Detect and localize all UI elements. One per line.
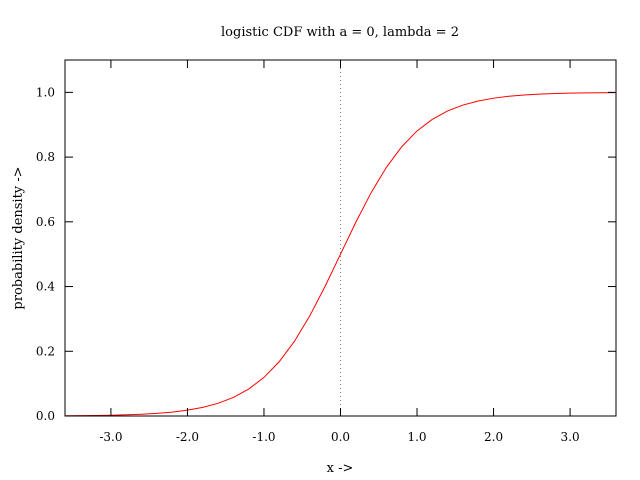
plot-frame [64,59,617,417]
y-tick-label: 0.2 [36,344,55,358]
x-tick-label: -3.0 [99,430,122,444]
x-tick-label: -1.0 [252,430,275,444]
y-tick-label: 1.0 [36,85,55,99]
series-line-0 [64,92,617,417]
x-tick-label: 3.0 [561,430,580,444]
series-layer [64,92,617,417]
tick-layer: -3.0 -2.0 -1.0 0.0 1.0 2.0 3.0 0.0 0.2 0.4 0.6 0.8 1… [36,60,616,444]
chart-title: logistic CDF with a = 0, lambda = 2 [221,25,459,40]
y-tick-label: 0.4 [36,280,55,294]
y-tick-label: 0.0 [36,409,55,423]
x-tick-label: 0.0 [331,430,350,444]
x-axis-label: x -> [327,461,354,476]
x-tick-label: 1.0 [407,430,426,444]
y-axis-label: probability density -> [11,166,26,309]
y-tick-label: 0.6 [36,215,55,229]
x-tick-label: -2.0 [176,430,199,444]
y-tick-label: 0.8 [36,150,55,164]
x-tick-label: 2.0 [484,430,503,444]
